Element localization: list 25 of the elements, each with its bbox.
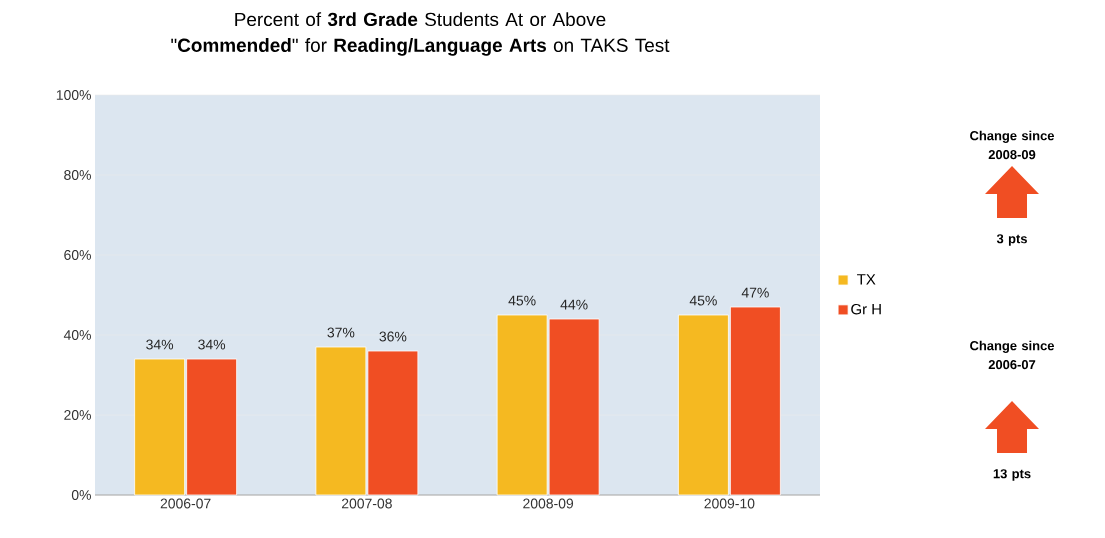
data-label: 45% <box>689 295 717 306</box>
x-tick-label: 2008-09 <box>523 498 574 509</box>
legend-label: Gr H <box>851 303 881 315</box>
x-tick-label: 2007-08 <box>341 498 392 509</box>
x-tick-label: 2009-10 <box>704 498 755 509</box>
y-tick-label: 0% <box>71 490 91 500</box>
y-tick-label: 40% <box>63 330 91 340</box>
y-tick-label: 80% <box>64 170 91 180</box>
x-tick-label: 2006-07 <box>160 498 211 509</box>
data-label: 47% <box>741 287 769 298</box>
text: 3 pts <box>996 234 1027 246</box>
text: 13 pts <box>993 469 1031 481</box>
y-tick-label: 20% <box>64 410 91 420</box>
y-tick-label: 60% <box>64 250 91 260</box>
text: Change since 2006-07 <box>970 340 1055 370</box>
data-label: 45% <box>508 295 536 306</box>
y-tick-label: 100% <box>56 90 91 100</box>
data-label: 44% <box>560 299 588 310</box>
legend-label: TX <box>857 274 876 285</box>
text: Change since 2008-09 <box>970 130 1055 160</box>
data-label: 34% <box>146 339 174 350</box>
data-label: 34% <box>198 339 226 350</box>
data-label: 37% <box>327 327 355 338</box>
chart-title: Percent of 3rd Grade Students At or Above "Commended" for Reading/Language Arts on TAKS Test <box>171 12 670 56</box>
data-label: 36% <box>379 331 407 342</box>
